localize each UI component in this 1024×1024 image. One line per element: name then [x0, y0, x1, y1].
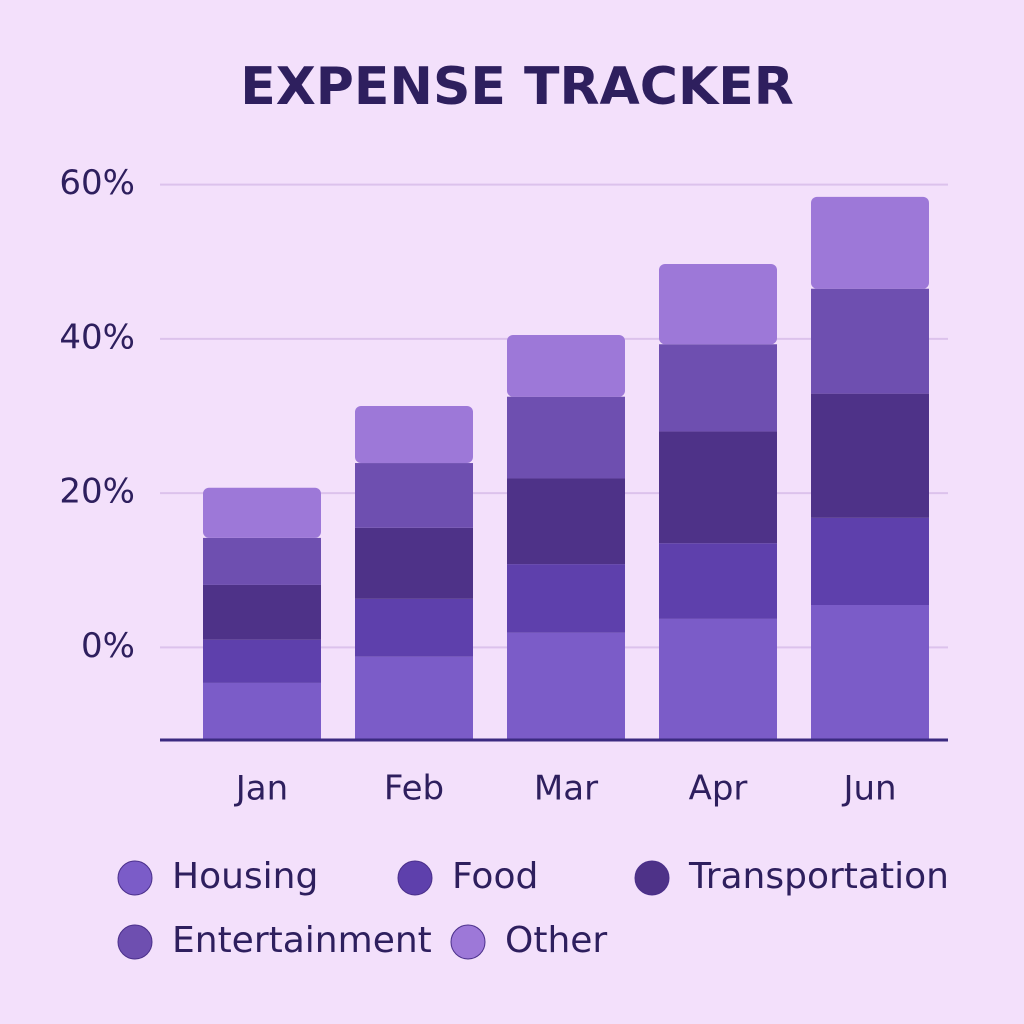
- bar-segment: [355, 656, 473, 740]
- x-tick-label: Jun: [841, 769, 896, 809]
- bar-segment: [507, 396, 625, 479]
- bar-segment: [203, 639, 321, 683]
- bar-segment: [659, 344, 777, 432]
- legend-swatch: [117, 924, 153, 960]
- x-tick-label: Feb: [384, 769, 444, 809]
- legend-label: Housing: [172, 856, 318, 897]
- bar-segment: [355, 598, 473, 657]
- bar-segment: [811, 517, 929, 605]
- bar-segment: [355, 527, 473, 599]
- plot-area: 0% 20% 40% 60% Jan Feb Mar Apr Jun: [59, 163, 948, 809]
- bar-segment: [659, 264, 777, 345]
- bar-segment: [507, 335, 625, 397]
- legend: Housing Food Transportation Entertainment Ot…: [117, 856, 949, 961]
- legend-label: Other: [505, 920, 607, 961]
- legend-swatch: [117, 860, 153, 896]
- x-tick-label: Jan: [234, 769, 288, 809]
- bar-segment: [507, 478, 625, 565]
- bar-segment: [355, 405, 473, 464]
- bar-segment: [659, 431, 777, 544]
- bar-segment: [507, 564, 625, 633]
- y-tick-label: 0%: [81, 626, 135, 666]
- bar-segment: [203, 487, 321, 538]
- y-tick-label: 40%: [59, 317, 135, 357]
- bar-segment: [355, 463, 473, 528]
- bar-segment: [203, 682, 321, 740]
- chart-title: EXPENSE TRACKER: [240, 57, 794, 117]
- legend-swatch: [634, 860, 670, 896]
- bar-segment: [507, 632, 625, 740]
- y-tick-label: 20%: [59, 472, 135, 512]
- bar-segment: [659, 618, 777, 740]
- bar-segment: [203, 584, 321, 640]
- bar-segment: [811, 288, 929, 394]
- bar-segment: [659, 543, 777, 619]
- bar-segment: [811, 605, 929, 740]
- legend-swatch: [450, 924, 486, 960]
- legend-label: Food: [452, 856, 538, 897]
- bar-segment: [811, 393, 929, 518]
- legend-label: Transportation: [688, 856, 949, 897]
- bar-segment: [811, 196, 929, 289]
- x-tick-label: Mar: [534, 769, 598, 809]
- bar-segment: [203, 537, 321, 585]
- legend-label: Entertainment: [172, 920, 432, 961]
- y-tick-label: 60%: [59, 163, 135, 203]
- legend-swatch: [397, 860, 433, 896]
- x-tick-label: Apr: [689, 769, 748, 809]
